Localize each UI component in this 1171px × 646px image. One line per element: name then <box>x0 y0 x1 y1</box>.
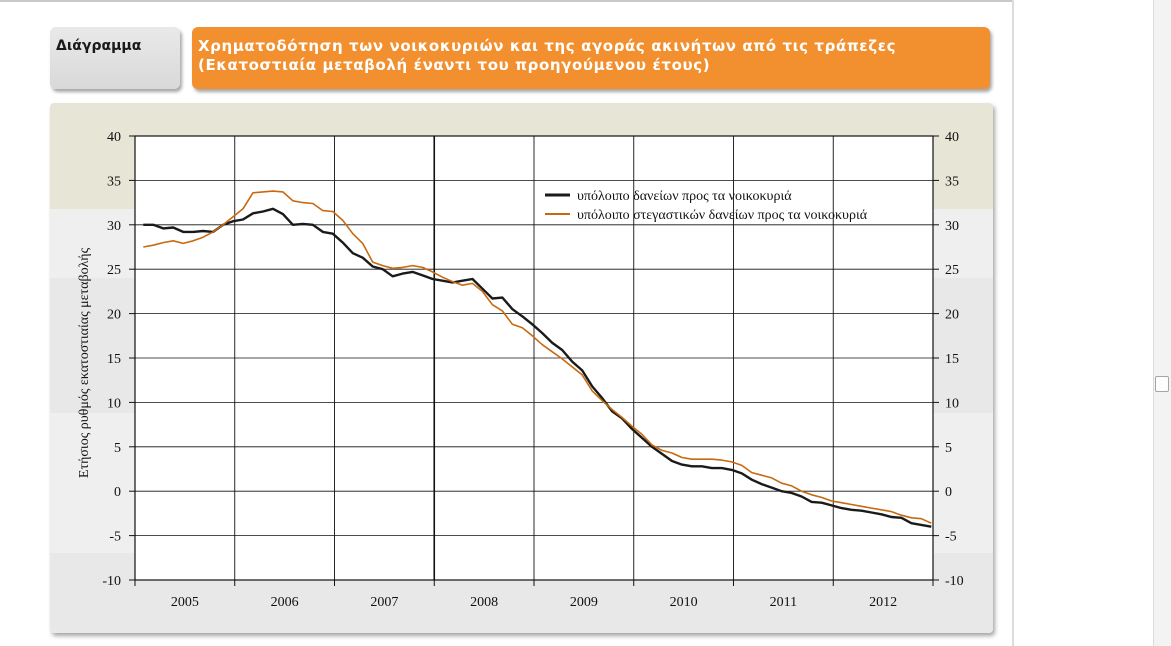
y-tick-label-right: -5 <box>945 530 957 545</box>
y-tick-label-left: 25 <box>107 263 121 278</box>
y-tick-label-left: 15 <box>107 352 121 367</box>
page-divider <box>1012 0 1014 646</box>
y-tick-label-right: 10 <box>945 396 959 411</box>
plot-frame <box>134 135 934 581</box>
x-tick-label: 2012 <box>869 595 897 610</box>
y-tick-label-right: 15 <box>945 352 959 367</box>
chart-title: Χρηματοδότηση των νοικοκυριών και της αγ… <box>198 37 897 55</box>
y-tick-label-right: 30 <box>945 219 959 234</box>
legend-label: υπόλοιπο δανείων προς τα νοικοκυριά <box>577 189 792 204</box>
top-rule <box>0 0 1012 2</box>
diagram-tab-label: Διάγραμμα <box>56 38 142 54</box>
y-tick-label-left: -5 <box>109 530 121 545</box>
x-tick-label: 2009 <box>570 595 598 610</box>
legend-label: υπόλοιπο στεγαστικών δανείων προς τα νοι… <box>577 208 868 223</box>
x-tick-label: 2010 <box>670 595 698 610</box>
y-tick-label-right: 35 <box>945 174 959 189</box>
y-tick-label-left: -10 <box>102 574 121 589</box>
chart-subtitle: (Εκατοστιαία μεταβολή έναντι του προηγού… <box>198 56 711 74</box>
scrollbar-thumb[interactable] <box>1155 376 1169 392</box>
y-tick-label-right: 5 <box>945 441 952 456</box>
x-tick-label: 2011 <box>770 595 797 610</box>
x-tick-label: 2007 <box>370 595 398 610</box>
y-tick-label-right: 25 <box>945 263 959 278</box>
x-tick-label: 2006 <box>271 595 299 610</box>
y-tick-label-left: 10 <box>107 396 121 411</box>
y-tick-label-left: 30 <box>107 219 121 234</box>
y-tick-label-right: 20 <box>945 308 959 323</box>
y-tick-label-right: -10 <box>945 574 964 589</box>
chart-panel: 40 40 35 35 30 30 25 25 20 20 15 15 10 10 5 5 0 0 -5 -5 -10 -… <box>50 103 993 633</box>
x-tick-label: 2005 <box>171 595 199 610</box>
y-tick-label-left: 5 <box>114 441 121 456</box>
chart-title-box: Χρηματοδότηση των νοικοκυριών και της αγ… <box>192 27 990 89</box>
line-chart: 40 40 35 35 30 30 25 25 20 20 15 15 10 10 5 5 0 0 -5 -5 -10 -… <box>77 130 964 610</box>
y-tick-label-left: 35 <box>107 174 121 189</box>
vertical-scrollbar[interactable] <box>1153 0 1171 646</box>
x-tick-label: 2008 <box>470 595 498 610</box>
series-line-household-loans <box>143 207 932 528</box>
y-tick-label-left: 20 <box>107 308 121 323</box>
diagram-tab: Διάγραμμα <box>50 27 180 89</box>
y-tick-label-right: 40 <box>945 130 959 145</box>
y-axis-title: Ετήσιος ρυθμός εκατοστιαίας μεταβολής <box>77 247 92 478</box>
y-tick-label-right: 0 <box>945 485 952 500</box>
y-tick-label-left: 40 <box>107 130 121 145</box>
y-tick-label-left: 0 <box>114 485 121 500</box>
series-line-housing-loans <box>143 190 932 524</box>
